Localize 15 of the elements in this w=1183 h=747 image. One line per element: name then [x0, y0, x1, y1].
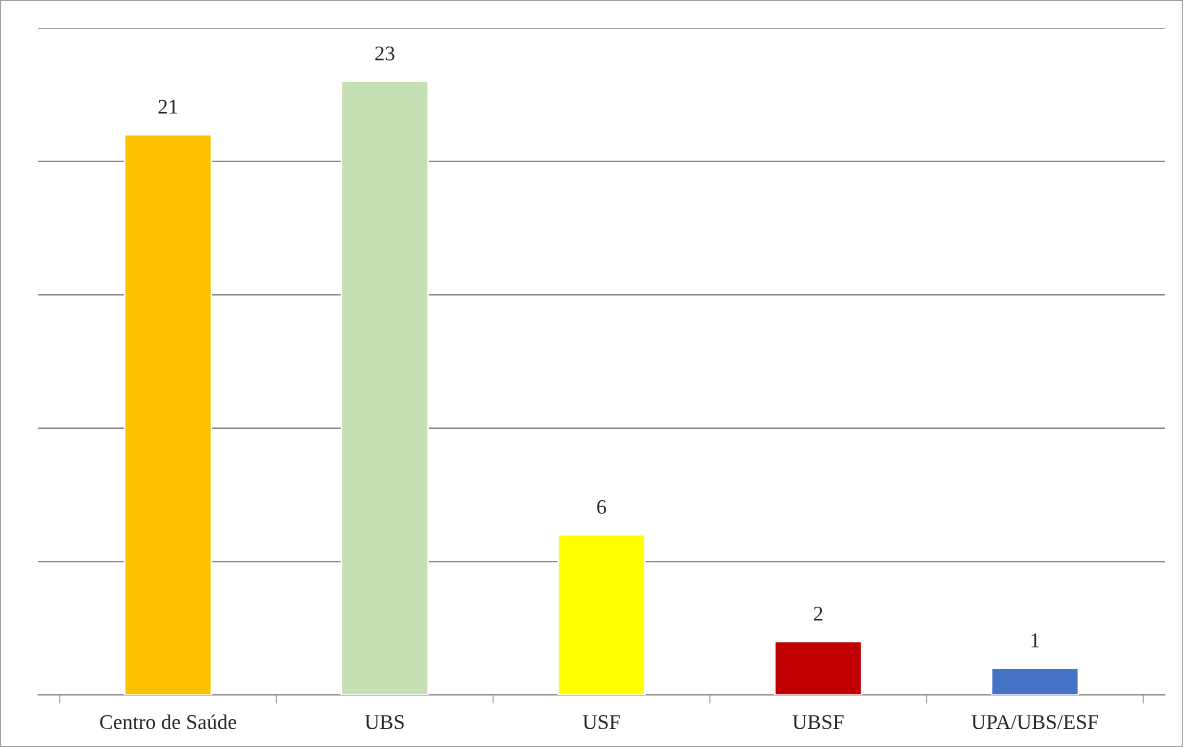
- data-label: 2: [813, 606, 823, 621]
- x-tick-label: UBSF: [792, 715, 844, 730]
- x-tick-label: UPA/UBS/ESF: [971, 715, 1099, 730]
- data-label: 1: [1031, 633, 1039, 648]
- x-tick-label: UBS: [364, 715, 404, 730]
- x-tick-label: Centro de Saúde: [100, 714, 237, 730]
- data-label: 23: [375, 46, 395, 61]
- bar: [123, 134, 213, 695]
- bar: [774, 640, 863, 695]
- x-tick-label: USF: [582, 715, 620, 730]
- data-label: 21: [158, 99, 178, 114]
- data-label: 6: [597, 500, 607, 515]
- bar: [990, 667, 1080, 695]
- bar: [340, 80, 429, 695]
- bar: [557, 534, 646, 695]
